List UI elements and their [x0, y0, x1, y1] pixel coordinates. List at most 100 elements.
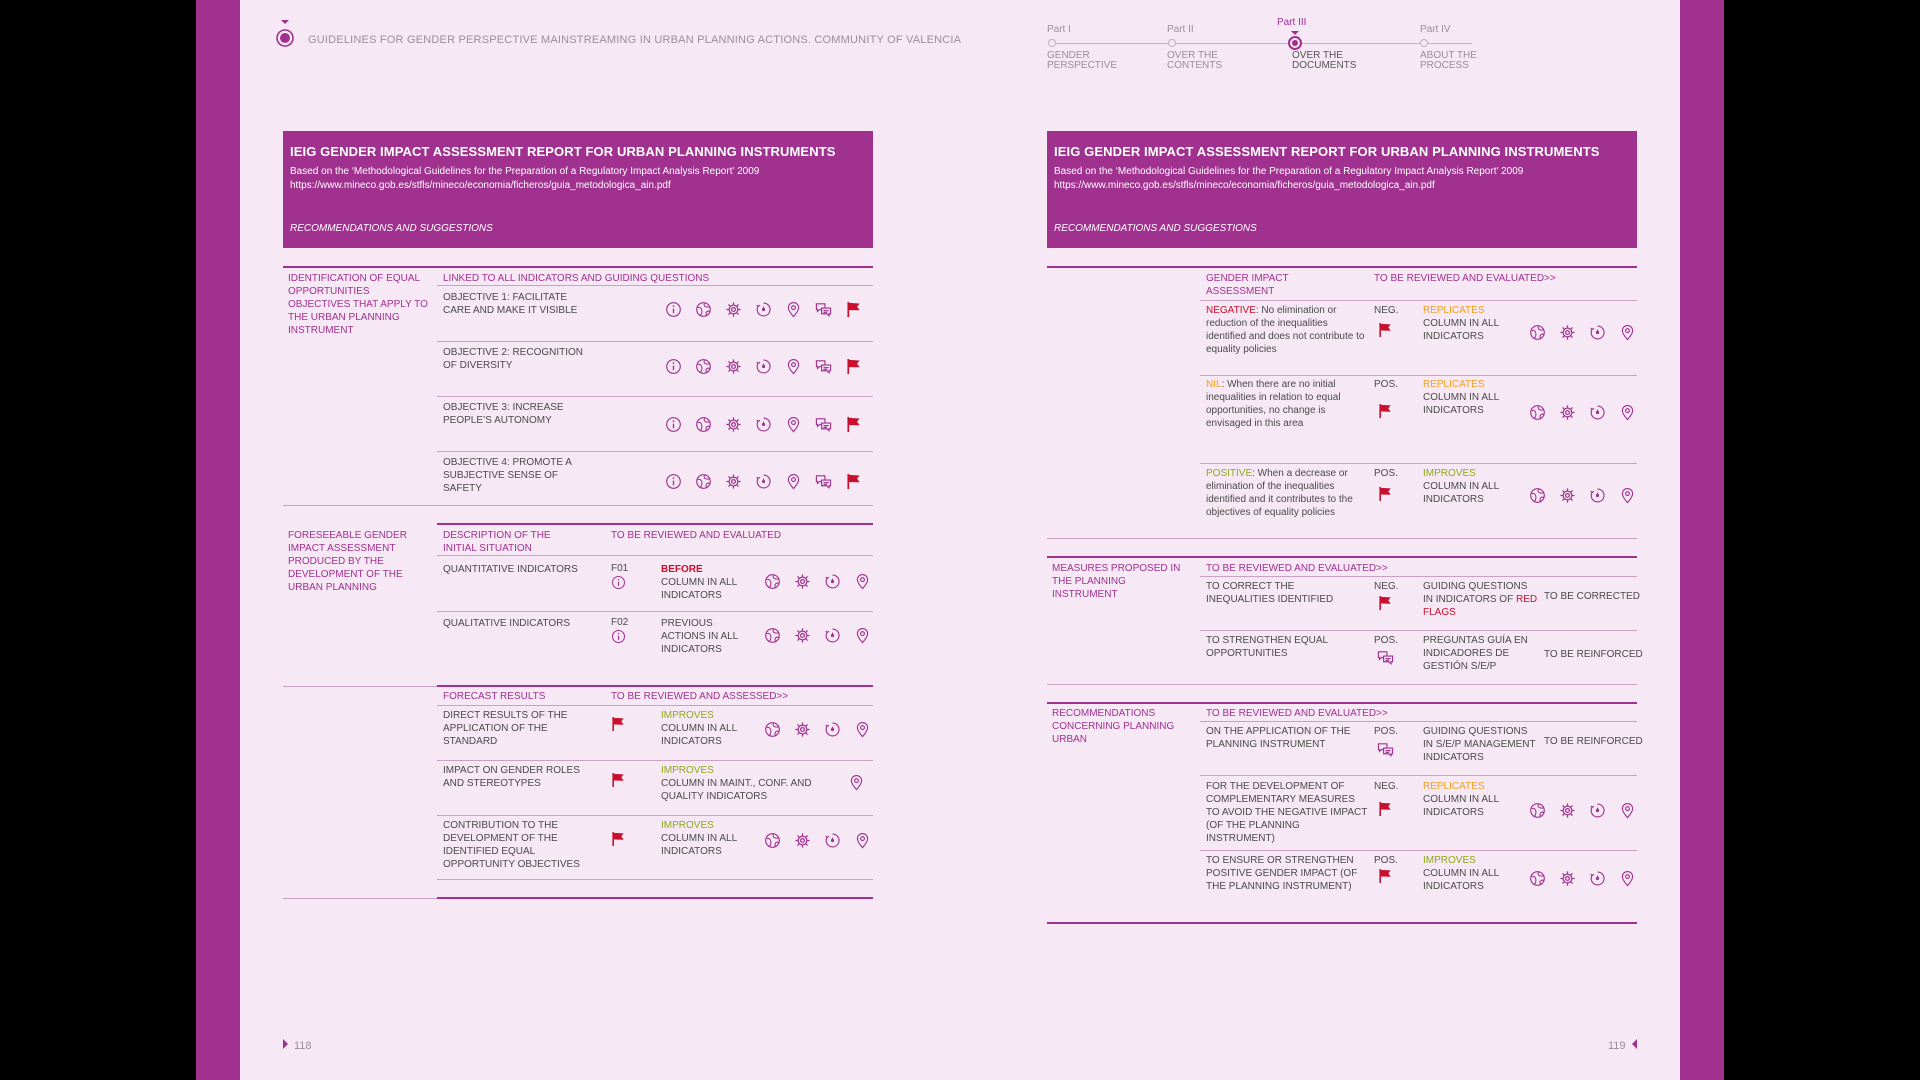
red-flag-icon[interactable] — [1378, 801, 1392, 817]
timer-icon[interactable] — [824, 627, 841, 644]
timer-icon[interactable] — [1589, 404, 1606, 421]
globe-icon[interactable] — [764, 832, 781, 849]
gear-icon[interactable] — [794, 627, 811, 644]
part-i-dot[interactable] — [1048, 39, 1056, 47]
red-flag-icon[interactable] — [845, 358, 862, 375]
gear-icon[interactable] — [794, 721, 811, 738]
gear-icon[interactable] — [725, 301, 742, 318]
page-number-left: 118 — [283, 1039, 312, 1052]
timer-icon[interactable] — [755, 301, 772, 318]
location-pin-icon[interactable] — [785, 358, 802, 375]
correct-tag: NEG. — [1374, 581, 1399, 592]
red-flag-icon[interactable] — [1378, 868, 1392, 884]
nav-part-iv[interactable]: Part IV ABOUT THE PROCESS — [1420, 24, 1477, 71]
location-pin-icon[interactable] — [1619, 487, 1636, 504]
info-icon[interactable] — [665, 358, 682, 375]
timer-icon[interactable] — [755, 416, 772, 433]
gear-icon[interactable] — [1559, 802, 1576, 819]
location-pin-icon[interactable] — [848, 774, 865, 791]
part-iv-dot[interactable] — [1420, 39, 1428, 47]
globe-icon[interactable] — [695, 473, 712, 490]
gear-icon[interactable] — [1559, 324, 1576, 341]
speech-bubbles-icon[interactable] — [1377, 741, 1394, 758]
speech-bubbles-icon[interactable] — [815, 358, 832, 375]
timer-icon[interactable] — [1589, 487, 1606, 504]
globe-icon[interactable] — [1529, 324, 1546, 341]
ensure-positive-impact: TO ENSURE OR STRENGTHEN POSITIVE GENDER … — [1206, 855, 1358, 892]
location-pin-icon[interactable] — [785, 416, 802, 433]
location-pin-icon[interactable] — [1619, 802, 1636, 819]
gear-icon[interactable] — [725, 473, 742, 490]
code-f01: F01 — [611, 563, 628, 594]
location-pin-icon[interactable] — [854, 573, 871, 590]
row-rule — [437, 285, 873, 286]
speech-bubbles-icon[interactable] — [815, 416, 832, 433]
red-flag-icon[interactable] — [845, 473, 862, 490]
part-iii-dot[interactable] — [1288, 36, 1302, 50]
contribution-result: IMPROVES COLUMN IN ALL INDICATORS — [661, 820, 737, 857]
timer-icon[interactable] — [824, 832, 841, 849]
info-icon[interactable] — [611, 575, 626, 590]
nil-icons — [1529, 403, 1636, 421]
red-flag-icon[interactable] — [611, 772, 625, 788]
gear-icon[interactable] — [1559, 870, 1576, 887]
gear-icon[interactable] — [1559, 487, 1576, 504]
globe-icon[interactable] — [1529, 802, 1546, 819]
location-pin-icon[interactable] — [785, 301, 802, 318]
nav-part-ii[interactable]: Part II OVER THE CONTENTS — [1167, 24, 1222, 71]
location-pin-icon[interactable] — [785, 473, 802, 490]
banner-url[interactable]: https://www.mineco.gob.es/stfls/mineco/e… — [290, 180, 671, 191]
globe-icon[interactable] — [1529, 487, 1546, 504]
speech-bubbles-icon[interactable] — [815, 301, 832, 318]
location-pin-icon[interactable] — [1619, 324, 1636, 341]
location-pin-icon[interactable] — [854, 832, 871, 849]
gender-roles-result: IMPROVES COLUMN IN MAINT., CONF. AND QUAL… — [661, 765, 812, 802]
globe-icon[interactable] — [695, 416, 712, 433]
timer-icon[interactable] — [824, 721, 841, 738]
location-pin-icon[interactable] — [1619, 870, 1636, 887]
globe-icon[interactable] — [1529, 870, 1546, 887]
globe-icon[interactable] — [695, 358, 712, 375]
gear-icon[interactable] — [1559, 404, 1576, 421]
gear-icon[interactable] — [794, 573, 811, 590]
red-flag-icon[interactable] — [1378, 595, 1392, 611]
location-pin-icon[interactable] — [854, 721, 871, 738]
gender-roles-impact: IMPACT ON GENDER ROLES AND STEREOTYPES — [443, 765, 580, 789]
red-flag-icon[interactable] — [1378, 322, 1392, 338]
recommendations-header: TO BE REVIEWED AND EVALUATED>> — [1206, 708, 1388, 719]
timer-icon[interactable] — [1589, 324, 1606, 341]
red-flag-icon[interactable] — [611, 831, 625, 847]
globe-icon[interactable] — [764, 627, 781, 644]
nav-part-i[interactable]: Part I GENDER PERSPECTIVE — [1047, 24, 1118, 71]
location-pin-icon[interactable] — [1619, 404, 1636, 421]
speech-bubbles-icon[interactable] — [1377, 649, 1394, 666]
banner-url[interactable]: https://www.mineco.gob.es/stfls/mineco/e… — [1054, 180, 1435, 191]
red-flag-icon[interactable] — [1378, 403, 1392, 419]
speech-bubbles-icon[interactable] — [815, 473, 832, 490]
red-flag-icon[interactable] — [1378, 486, 1392, 502]
info-icon[interactable] — [611, 629, 626, 644]
globe-icon[interactable] — [1529, 404, 1546, 421]
globe-icon[interactable] — [695, 301, 712, 318]
globe-icon[interactable] — [764, 721, 781, 738]
gear-icon[interactable] — [725, 358, 742, 375]
gear-icon[interactable] — [794, 832, 811, 849]
red-flag-icon[interactable] — [611, 716, 625, 732]
nav-part-iii[interactable]: Part III OVER THE DOCUMENTS — [1277, 17, 1357, 71]
timer-icon[interactable] — [824, 573, 841, 590]
location-pin-icon[interactable] — [854, 627, 871, 644]
timer-icon[interactable] — [1589, 870, 1606, 887]
red-flag-icon[interactable] — [845, 301, 862, 318]
info-icon[interactable] — [665, 473, 682, 490]
info-icon[interactable] — [665, 416, 682, 433]
globe-icon[interactable] — [764, 573, 781, 590]
gear-icon[interactable] — [725, 416, 742, 433]
timer-icon[interactable] — [1589, 802, 1606, 819]
part-ii-dot[interactable] — [1168, 39, 1176, 47]
row-rule — [437, 879, 873, 880]
application-desc: GUIDING QUESTIONS IN S/E/P MANAGEMENT IN… — [1423, 726, 1536, 763]
info-icon[interactable] — [665, 301, 682, 318]
timer-icon[interactable] — [755, 358, 772, 375]
timer-icon[interactable] — [755, 473, 772, 490]
red-flag-icon[interactable] — [845, 416, 862, 433]
